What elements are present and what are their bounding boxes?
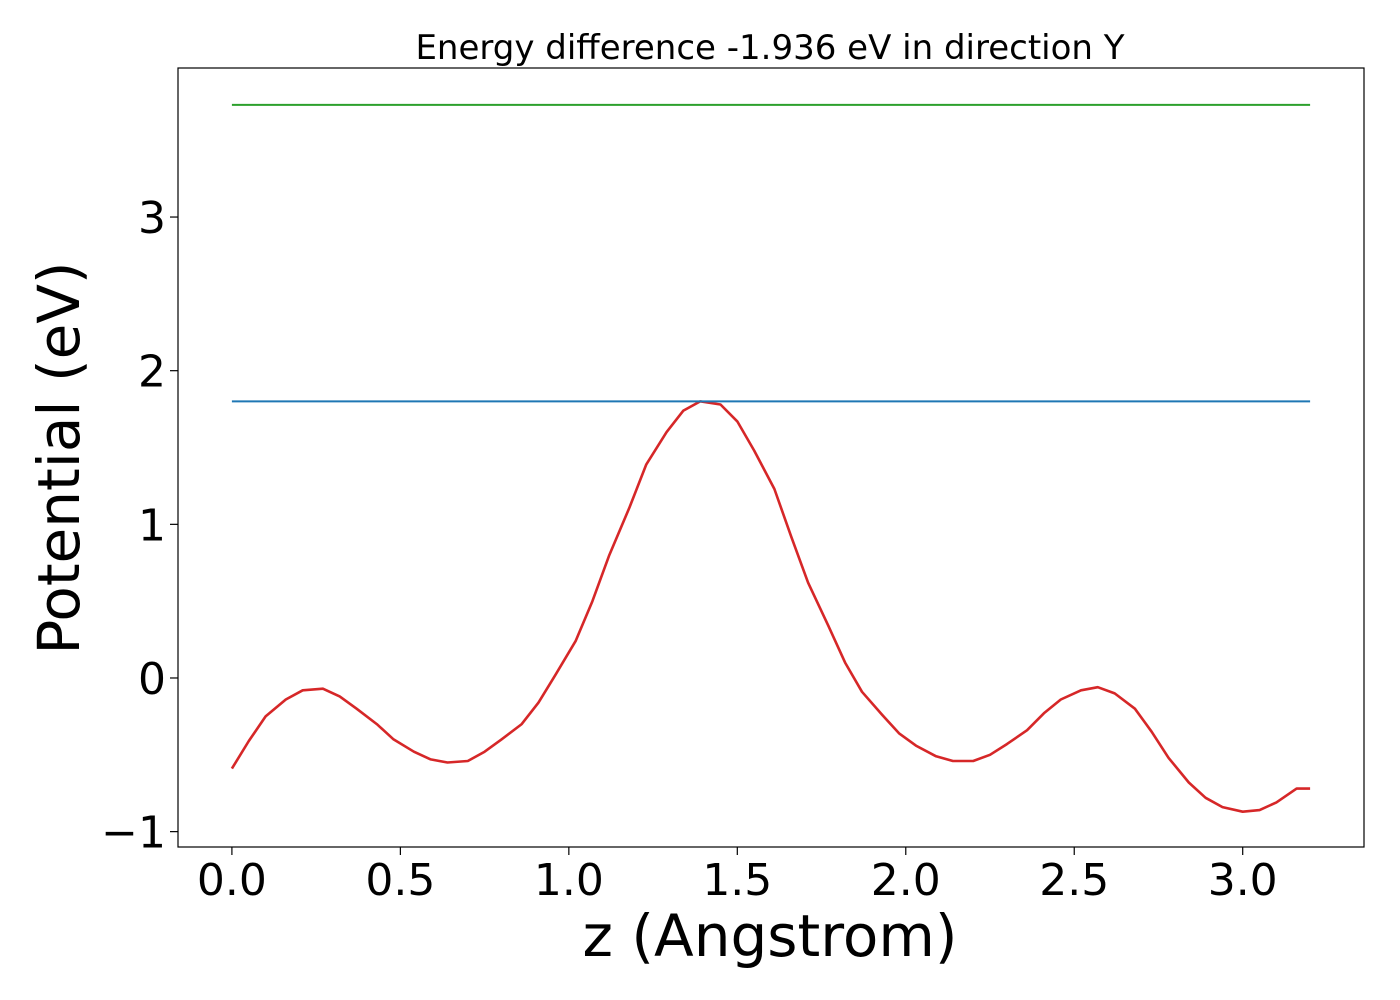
- y-axis-label: Potential (eV): [25, 261, 93, 654]
- x-tick-label: 0.0: [197, 855, 267, 906]
- x-tick-label: 2.0: [871, 855, 941, 906]
- series-line-0: [230, 400, 1311, 814]
- y-tick-label: 3: [138, 193, 166, 244]
- chart-title: Energy difference -1.936 eV in direction…: [415, 28, 1124, 68]
- y-tick-label: 2: [138, 347, 166, 398]
- x-tick-label: 1.5: [702, 855, 772, 906]
- y-tick-label: 1: [138, 500, 166, 551]
- x-tick-label: 0.5: [365, 855, 435, 906]
- x-axis-label: z (Angstrom): [583, 902, 958, 970]
- x-axis: 0.0 0.5 1.0 1.5 2.0 2.5 3.0: [197, 847, 1278, 906]
- y-tick-label: −1: [101, 808, 166, 859]
- y-axis: −1 0 1 2 3: [101, 193, 178, 859]
- y-tick-label: 0: [138, 654, 166, 705]
- x-tick-label: 3.0: [1208, 855, 1278, 906]
- x-tick-label: 1.0: [534, 855, 604, 906]
- plot-frame: [177, 67, 1365, 848]
- series-layer: [230, 103, 1311, 814]
- x-tick-label: 2.5: [1039, 855, 1109, 906]
